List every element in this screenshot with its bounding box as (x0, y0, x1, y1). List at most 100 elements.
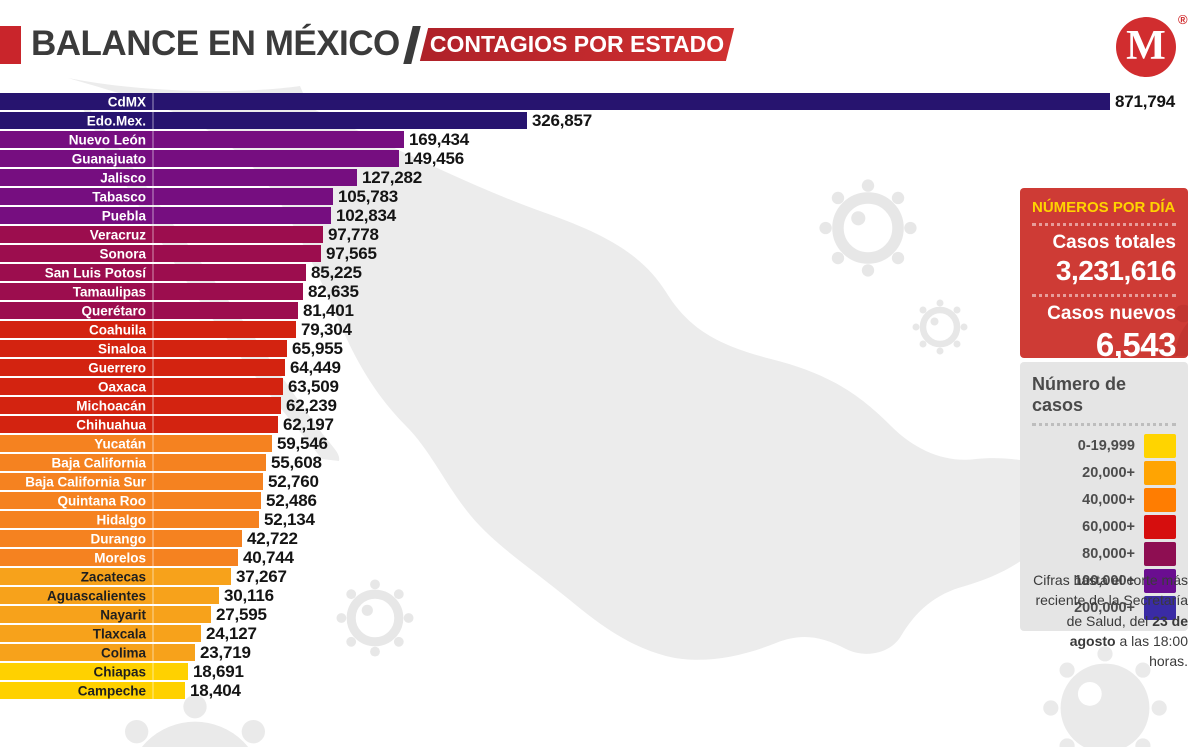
bar-label: Baja California Sur (25, 474, 146, 489)
legend-swatch (1144, 595, 1176, 620)
bar-value: 102,834 (336, 205, 397, 225)
bar-value: 97,565 (326, 243, 377, 263)
dotted-divider (1032, 294, 1176, 297)
bar-value: 326,857 (532, 110, 593, 130)
bar-row: Sinaloa 65,955 (0, 339, 1200, 358)
bar-value: 62,239 (286, 395, 337, 415)
bar-label: Colima (100, 645, 146, 660)
bar: Veracruz (0, 226, 323, 243)
bar-value: 40,744 (243, 547, 294, 567)
bar-label: Campeche (77, 683, 146, 698)
bar-label: Sonora (99, 246, 146, 261)
footnote-text: a las 18:00 horas. (1115, 632, 1188, 670)
bar: Baja California (0, 454, 266, 471)
new-cases-label: Casos nuevos (1047, 303, 1176, 324)
legend-swatch (1144, 568, 1176, 593)
bar-row: Guerrero 64,449 (0, 358, 1200, 377)
bar: Morelos (0, 549, 238, 566)
legend-item: 20,000+ (1032, 459, 1176, 486)
bar-value: 59,546 (277, 433, 328, 453)
bar: Tlaxcala (0, 625, 201, 642)
bar-value: 65,955 (292, 338, 343, 358)
bar-value: 64,449 (290, 357, 341, 377)
bar-row: Veracruz 97,778 (0, 225, 1200, 244)
legend-item: 60,000+ (1032, 513, 1176, 540)
bar-label: San Luis Potosí (44, 265, 146, 280)
bar-value: 23,719 (200, 642, 251, 662)
page-title-regular: BALANCE EN (31, 24, 265, 63)
total-cases-value: 3,231,616 (1055, 255, 1177, 286)
bar: Jalisco (0, 169, 357, 186)
footnote-text: Cifras hasta el corte más reciente de la… (1033, 572, 1188, 629)
bar-value: 27,595 (216, 604, 267, 624)
bar-label: Edo.Mex. (86, 113, 146, 128)
bar-row: Zacatecas 37,267 (0, 567, 1200, 586)
bar-value: 85,225 (311, 262, 362, 282)
bar-label: Baja California (51, 455, 146, 470)
new-cases-value: 6,543 (1095, 326, 1177, 358)
bar: Yucatán (0, 435, 272, 452)
bar-label: Aguascalientes (46, 588, 146, 603)
legend-item-label: 20,000+ (1082, 464, 1135, 481)
bar: Baja California Sur (0, 473, 263, 490)
milenio-logo: M (1116, 17, 1176, 77)
bar-value: 127,282 (362, 167, 423, 187)
bar-value: 24,127 (206, 623, 257, 643)
legend-swatch (1144, 433, 1176, 458)
bar-row: Jalisco 127,282 (0, 168, 1200, 187)
dotted-divider (1032, 223, 1176, 226)
bar-value: 105,783 (338, 186, 399, 206)
bar-row: Yucatán 59,546 (0, 434, 1200, 453)
bar: Sinaloa (0, 340, 287, 357)
bar-row: Baja California 55,608 (0, 453, 1200, 472)
bar-label: Quintana Roo (57, 493, 147, 508)
bar: Nuevo León (0, 131, 404, 148)
bar-label: Michoacán (76, 398, 146, 413)
bar-value: 42,722 (247, 528, 298, 548)
footnote: Cifras hasta el corte más reciente de la… (1028, 570, 1188, 671)
bar-label: CdMX (107, 94, 146, 109)
bar: Oaxaca (0, 378, 283, 395)
bar-row: Chihuahua 62,197 (0, 415, 1200, 434)
bar-row: Nuevo León 169,434 (0, 130, 1200, 149)
bar: Nayarit (0, 606, 211, 623)
bar-row: Guanajuato 149,456 (0, 149, 1200, 168)
bar-label: Hidalgo (96, 512, 147, 527)
bar-label: Jalisco (100, 170, 146, 185)
bar: Coahuila (0, 321, 296, 338)
bar: Tamaulipas (0, 283, 303, 300)
bar: Zacatecas (0, 568, 231, 585)
bar-value: 55,608 (271, 452, 322, 472)
bar: Sonora (0, 245, 321, 262)
bar: Guerrero (0, 359, 285, 376)
bar-label: Coahuila (88, 322, 146, 337)
legend-swatch (1144, 460, 1176, 485)
bar: Chihuahua (0, 416, 278, 433)
panel-title: NÚMEROS POR DÍA (1032, 199, 1176, 216)
bar-label: Sinaloa (97, 341, 146, 356)
bar: Puebla (0, 207, 331, 224)
bar-value: 52,760 (268, 471, 319, 491)
bar-label: Veracruz (89, 227, 146, 242)
bar-row: Tlaxcala 24,127 (0, 624, 1200, 643)
legend-swatch (1144, 514, 1176, 539)
bar: Chiapas (0, 663, 188, 680)
bar-label: Querétaro (81, 303, 146, 318)
bar: Campeche (0, 682, 185, 699)
bar: Edo.Mex. (0, 112, 527, 129)
bar: Tabasco (0, 188, 333, 205)
bar-value: 52,486 (266, 490, 317, 510)
bar-label: Morelos (94, 550, 146, 565)
bar-label: Nayarit (100, 607, 146, 622)
bar-label: Nuevo León (68, 132, 146, 147)
daily-numbers-panel: NÚMEROS POR DÍA Casos totales 3,231,616 … (1020, 188, 1188, 358)
bar-row: Baja California Sur 52,760 (0, 472, 1200, 491)
legend-swatch (1144, 541, 1176, 566)
bar-label: Tabasco (92, 189, 146, 204)
bar-row: CdMX 871,794 (0, 92, 1200, 111)
bar-row: Aguascalientes 30,116 (0, 586, 1200, 605)
bar-row: Tamaulipas 82,635 (0, 282, 1200, 301)
bar-label: Tlaxcala (92, 626, 146, 641)
legend-item-label: 200,000+ (1074, 599, 1135, 616)
bar-label: Chihuahua (76, 417, 146, 432)
